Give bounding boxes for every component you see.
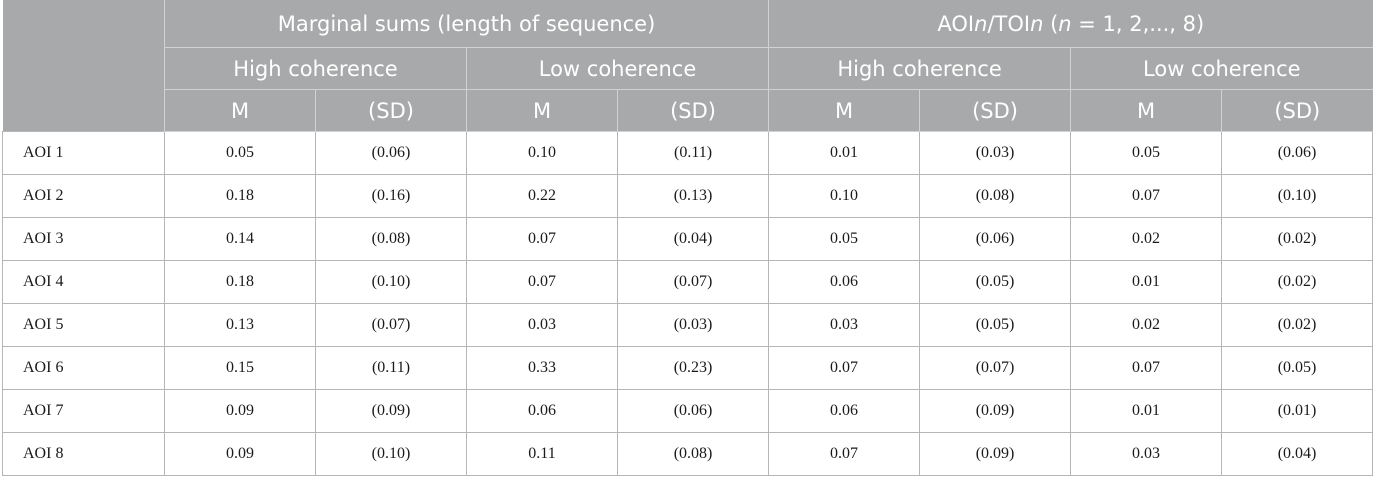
table-row: AOI 2 0.18 (0.16) 0.22 (0.13) 0.10 (0.08) 0.07(… <box>2 174 1374 218</box>
sd-cell: (0.10) <box>1221 174 1374 218</box>
sd-cell: (0.06) <box>315 131 467 175</box>
mean-cell: 0.07 <box>1070 346 1223 390</box>
mean-cell: 0.02 <box>1070 303 1223 347</box>
sd-cell: (0.02) <box>1221 260 1374 304</box>
sd-cell: (0.04) <box>616 217 770 261</box>
stat-header-sd: (SD) <box>315 89 467 132</box>
table-row: AOI 6 0.15 (0.11) 0.33 (0.23) 0.07 (0.07) 0.07(… <box>2 346 1374 390</box>
sd-cell: (0.03) <box>919 131 1072 175</box>
mean-cell: 0.02 <box>1070 217 1223 261</box>
mean-cell: 0.05 <box>164 131 316 175</box>
sd-cell: (0.06) <box>1221 131 1374 175</box>
sd-cell: (0.11) <box>315 346 467 390</box>
sd-cell: (0.05) <box>1221 346 1374 390</box>
row-label: AOI 6 <box>2 346 165 390</box>
mean-cell: 0.03 <box>466 303 618 347</box>
sd-cell: (0.07) <box>315 303 467 347</box>
table-body: AOI 1 0.05 (0.06) 0.10 (0.11) 0.01 (0.03) 0.05(… <box>2 131 1374 476</box>
sd-cell: (0.05) <box>919 303 1072 347</box>
mean-cell: 0.33 <box>466 346 618 390</box>
stat-header-sd: (SD) <box>616 89 769 132</box>
sd-cell: (0.06) <box>919 217 1072 261</box>
mean-cell: 0.18 <box>164 260 316 304</box>
sd-cell: (0.06) <box>616 389 770 433</box>
header-marginal-sums: Marginal sums (length of sequence) <box>163 0 769 48</box>
row-label: AOI 2 <box>2 174 165 218</box>
row-label: AOI 5 <box>2 303 165 347</box>
sd-cell: (0.02) <box>1221 217 1374 261</box>
table-header: Marginal sums (length of sequence) AOIn/… <box>2 0 1373 132</box>
data-table: Marginal sums (length of sequence) AOIn/… <box>2 0 1374 476</box>
sd-cell: (0.07) <box>616 260 770 304</box>
mean-cell: 0.03 <box>768 303 921 347</box>
sd-cell: (0.08) <box>919 174 1072 218</box>
mean-cell: 0.05 <box>1070 131 1223 175</box>
mean-cell: 0.22 <box>466 174 618 218</box>
mean-cell: 0.05 <box>768 217 921 261</box>
mean-cell: 0.15 <box>164 346 316 390</box>
mean-cell: 0.07 <box>768 432 921 476</box>
row-label: AOI 4 <box>2 260 165 304</box>
mean-cell: 0.06 <box>466 389 618 433</box>
mean-cell: 0.14 <box>164 217 316 261</box>
sd-cell: (0.03) <box>616 303 770 347</box>
sd-cell: (0.04) <box>1221 432 1374 476</box>
table-row: AOI 3 0.14 (0.08) 0.07 (0.04) 0.05 (0.06) 0.02(… <box>2 217 1374 261</box>
stat-header-sd: (SD) <box>1221 89 1373 132</box>
sd-cell: (0.08) <box>315 217 467 261</box>
sd-cell: (0.13) <box>616 174 770 218</box>
sd-cell: (0.05) <box>919 260 1072 304</box>
row-label: AOI 8 <box>2 432 165 476</box>
sd-cell: (0.09) <box>919 389 1072 433</box>
sd-cell: (0.16) <box>315 174 467 218</box>
row-label: AOI 7 <box>2 389 165 433</box>
stat-header-mean: M <box>1070 89 1222 132</box>
mean-cell: 0.07 <box>768 346 921 390</box>
mean-cell: 0.13 <box>164 303 316 347</box>
stat-header-mean: M <box>768 89 920 132</box>
sd-cell: (0.02) <box>1221 303 1374 347</box>
stat-header-sd: (SD) <box>919 89 1071 132</box>
mean-cell: 0.07 <box>1070 174 1223 218</box>
sd-cell: (0.10) <box>315 260 467 304</box>
row-label: AOI 3 <box>2 217 165 261</box>
mean-cell: 0.18 <box>164 174 316 218</box>
sd-cell: (0.09) <box>315 389 467 433</box>
mean-cell: 0.07 <box>466 217 618 261</box>
sd-cell: (0.09) <box>919 432 1072 476</box>
table-row: AOI 7 0.09 (0.09) 0.06 (0.06) 0.06 (0.09) 0.01(… <box>2 389 1374 433</box>
table-row: AOI 5 0.13 (0.07) 0.03 (0.03) 0.03 (0.05) 0.02(… <box>2 303 1374 347</box>
mean-cell: 0.11 <box>466 432 618 476</box>
sd-cell: (0.08) <box>616 432 770 476</box>
subheader-high-coherence: High coherence <box>768 47 1071 90</box>
sd-cell: (0.23) <box>616 346 770 390</box>
mean-cell: 0.01 <box>768 131 921 175</box>
mean-cell: 0.06 <box>768 260 921 304</box>
mean-cell: 0.06 <box>768 389 921 433</box>
sd-cell: (0.10) <box>315 432 467 476</box>
mean-cell: 0.10 <box>466 131 618 175</box>
row-label: AOI 1 <box>2 131 165 175</box>
subheader-high-coherence: High coherence <box>164 47 467 90</box>
sd-cell: (0.01) <box>1221 389 1374 433</box>
table-row: AOI 8 0.09 (0.10) 0.11 (0.08) 0.07 (0.09) 0.03(… <box>2 432 1374 476</box>
mean-cell: 0.01 <box>1070 260 1223 304</box>
mean-cell: 0.03 <box>1070 432 1223 476</box>
mean-cell: 0.10 <box>768 174 921 218</box>
corner-cell <box>2 0 165 132</box>
table-row: AOI 1 0.05 (0.06) 0.10 (0.11) 0.01 (0.03) 0.05(… <box>2 131 1374 175</box>
subheader-low-coherence: Low coherence <box>1070 47 1373 90</box>
sd-cell: (0.07) <box>919 346 1072 390</box>
sd-cell: (0.11) <box>616 131 770 175</box>
mean-cell: 0.09 <box>164 432 316 476</box>
table-row: AOI 4 0.18 (0.10) 0.07 (0.07) 0.06 (0.05) 0.01(… <box>2 260 1374 304</box>
stat-header-mean: M <box>466 89 618 132</box>
mean-cell: 0.09 <box>164 389 316 433</box>
mean-cell: 0.01 <box>1070 389 1223 433</box>
subheader-low-coherence: Low coherence <box>465 47 769 90</box>
header-aoi-toi-ratio: AOIn/TOIn (n = 1, 2,..., 8) <box>768 0 1373 48</box>
mean-cell: 0.07 <box>466 260 618 304</box>
stat-header-mean: M <box>164 89 316 132</box>
